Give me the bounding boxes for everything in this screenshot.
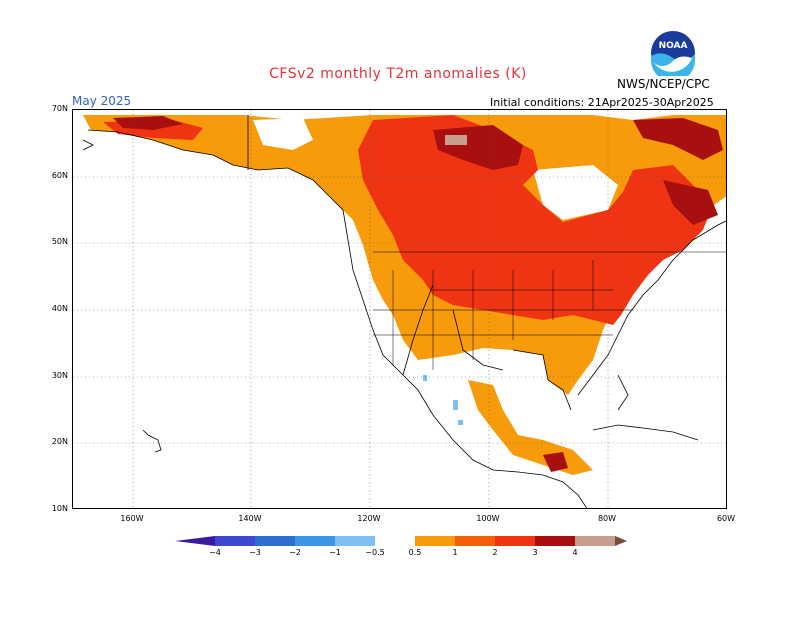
colorbar-tick: 2 [492, 548, 498, 557]
chart-title: CFSv2 monthly T2m anomalies (K) [269, 66, 527, 82]
colorbar-tick: 3 [532, 548, 538, 557]
colorbar-segment [535, 536, 575, 546]
forecast-month: May 2025 [72, 94, 132, 108]
map-svg [73, 110, 726, 508]
agency-label: NWS/NCEP/CPC [617, 77, 710, 91]
lon-label: 60W [716, 514, 736, 523]
colorbar-segment [255, 536, 295, 546]
lat-label: 60N [51, 171, 68, 180]
colorbar-segment [335, 536, 375, 546]
colorbar-segment [215, 536, 255, 546]
colorbar-segment [295, 536, 335, 546]
lon-label: 160W [120, 514, 144, 523]
lat-label: 10N [51, 504, 68, 513]
anomaly-map [72, 109, 727, 509]
noaa-logo-icon: NOAA [651, 31, 695, 76]
state-borders [373, 260, 633, 370]
colorbar-segment [495, 536, 535, 546]
lon-label: 100W [476, 514, 500, 523]
colorbar-segment [615, 536, 627, 546]
initial-conditions: Initial conditions: 21Apr2025-30Apr2025 [490, 96, 714, 109]
svg-text:NOAA: NOAA [659, 41, 688, 51]
colorbar-tick: −0.5 [365, 548, 385, 557]
colorbar-tick: 1 [452, 548, 458, 557]
lat-label: 70N [51, 104, 68, 113]
coastlines [82, 115, 726, 508]
colorbar-tick: −2 [289, 548, 301, 557]
lat-label: 20N [51, 437, 68, 446]
lon-label: 80W [597, 514, 617, 523]
colorbar-tick: 0.5 [408, 548, 422, 557]
colorbar-tick: −1 [329, 548, 341, 557]
colorbar-segment [575, 536, 615, 546]
colorbar-tick: −3 [249, 548, 261, 557]
colorbar-tick: −4 [209, 548, 221, 557]
colorbar-tick: 4 [572, 548, 578, 557]
lat-label: 50N [51, 237, 68, 246]
lon-label: 120W [357, 514, 381, 523]
anomaly-fill [83, 115, 726, 475]
colorbar [175, 536, 627, 546]
colorbar-segment [455, 536, 495, 546]
lat-label: 30N [51, 371, 68, 380]
colorbar-segment [375, 536, 415, 546]
lon-label: 140W [238, 514, 262, 523]
lat-label: 40N [51, 304, 68, 313]
colorbar-segment [415, 536, 455, 546]
colorbar-segment [175, 536, 215, 546]
